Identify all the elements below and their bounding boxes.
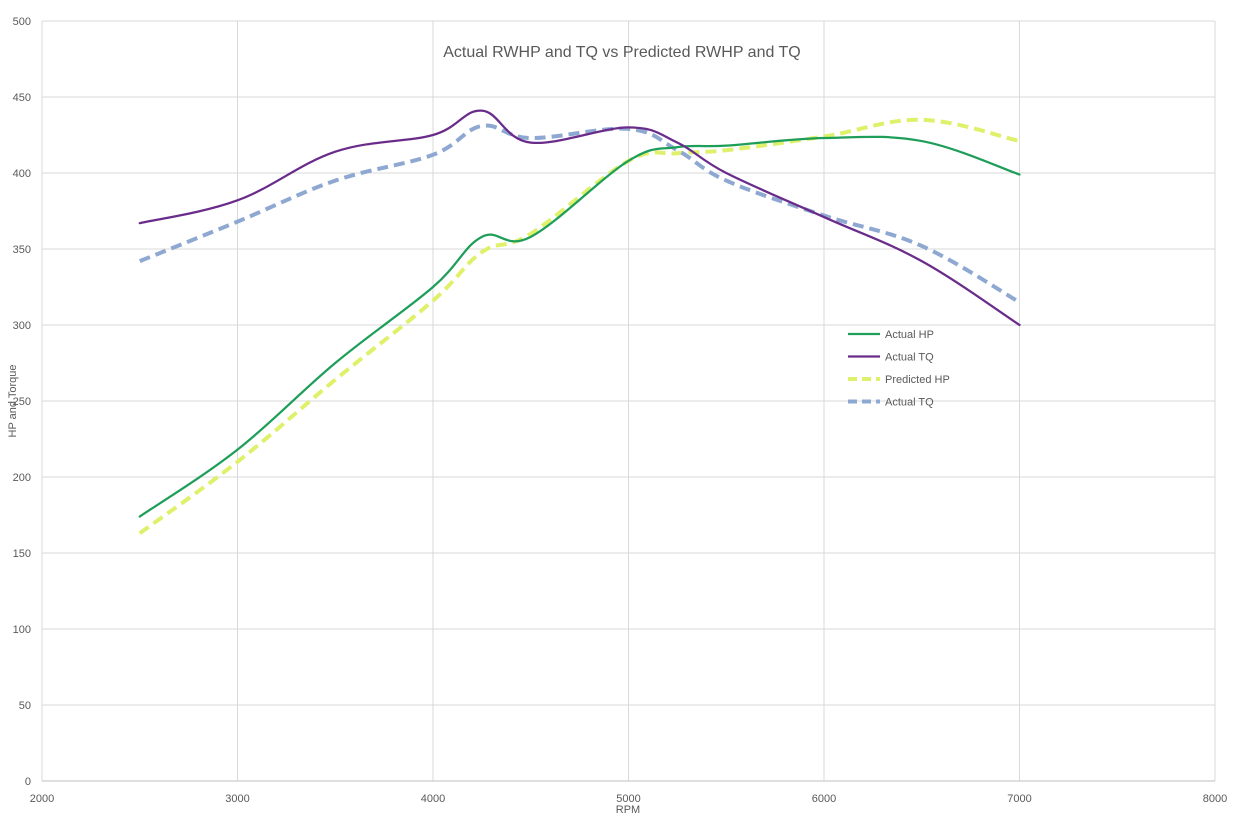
y-tick-label: 250 [13,396,31,408]
x-tick-label: 4000 [421,793,445,805]
x-tick-label: 7000 [1007,793,1031,805]
y-tick-label: 0 [25,776,31,788]
x-axis-title: RPM [616,804,640,816]
x-tick-label: 8000 [1203,793,1227,805]
y-tick-label: 400 [13,168,31,180]
chart-title: Actual RWHP and TQ vs Predicted RWHP and… [443,44,800,61]
y-tick-label: 450 [13,92,31,104]
series-line-3 [138,117,1020,535]
x-tick-label: 2000 [30,793,54,805]
y-tick-label: 50 [19,700,31,712]
legend-label-1: Actual HP [885,329,934,341]
y-tick-label: 200 [13,472,31,484]
y-tick-label: 100 [13,624,31,636]
legend: Actual HP Actual TQ Predicted HP Actual TQ [848,329,950,409]
legend-label-4: Actual TQ [885,397,934,409]
y-tick-label: 350 [13,244,31,256]
series-line-4 [139,123,1021,304]
grid [41,20,1216,782]
y-axis-title: HP and Torque [7,365,19,438]
x-tick-label: 3000 [225,793,249,805]
series-line-2 [138,109,1021,327]
tick-labels: 0 50 100 150 200 250 300 350 400 450 500 2000 3000 40… [13,16,1228,805]
y-tick-label: 150 [13,548,31,560]
series-lines [138,109,1021,535]
legend-label-2: Actual TQ [885,352,934,364]
x-tick-label: 6000 [812,793,836,805]
y-tick-label: 500 [13,16,31,28]
legend-label-3: Predicted HP [885,374,950,386]
x-tick-label: 5000 [616,793,640,805]
series-line-1 [138,135,1021,518]
y-tick-label: 300 [13,320,31,332]
